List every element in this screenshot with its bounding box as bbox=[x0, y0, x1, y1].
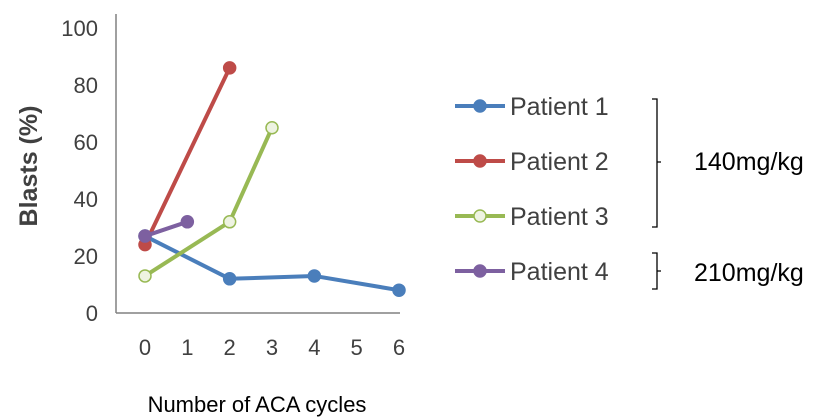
dose-bracket-140 bbox=[652, 98, 661, 228]
data-point-patient-3 bbox=[265, 121, 279, 135]
dose-label-140: 140mg/kg bbox=[694, 148, 804, 176]
legend-label-patient-1: Patient 1 bbox=[510, 93, 609, 121]
y-tick-label: 40 bbox=[74, 187, 98, 212]
legend: Patient 1 Patient 2 Patient 3 Patient 4 bbox=[455, 93, 609, 286]
x-tick-labels: 0 1 2 3 4 5 6 bbox=[139, 335, 405, 360]
y-axis-label: Blasts (%) bbox=[15, 106, 43, 227]
legend-marker-patient-4 bbox=[473, 264, 487, 278]
y-tick-labels: 0 20 40 60 80 100 bbox=[61, 16, 98, 326]
x-tick-label: 3 bbox=[266, 335, 278, 360]
x-tick-label: 5 bbox=[351, 335, 363, 360]
data-point-patient-2 bbox=[222, 61, 237, 75]
data-point-patient-3 bbox=[138, 269, 152, 283]
legend-marker-patient-3 bbox=[473, 209, 487, 223]
x-tick-label: 6 bbox=[393, 335, 405, 360]
x-tick-label: 2 bbox=[224, 335, 236, 360]
axes bbox=[115, 14, 400, 314]
data-point-patient-1 bbox=[392, 283, 406, 297]
legend-label-patient-3: Patient 3 bbox=[510, 203, 609, 231]
series-line-patient-1 bbox=[143, 234, 401, 293]
x-tick-label: 1 bbox=[181, 335, 193, 360]
data-point-patient-1 bbox=[222, 272, 237, 286]
series-line-patient-4 bbox=[143, 219, 190, 239]
x-tick-label: 4 bbox=[308, 335, 320, 360]
legend-label-patient-4: Patient 4 bbox=[510, 258, 609, 286]
y-tick-label: 0 bbox=[86, 301, 98, 326]
x-axis-label: Number of ACA cycles bbox=[148, 392, 367, 417]
x-tick-label: 0 bbox=[139, 335, 151, 360]
legend-marker-patient-2 bbox=[473, 154, 487, 168]
dose-label-210: 210mg/kg bbox=[694, 259, 804, 287]
series-line-patient-2 bbox=[143, 65, 232, 247]
y-tick-label: 60 bbox=[74, 130, 98, 155]
dose-bracket-210 bbox=[652, 252, 661, 290]
data-point-patient-4 bbox=[138, 229, 152, 243]
legend-label-patient-2: Patient 2 bbox=[510, 148, 609, 176]
legend-marker-patient-1 bbox=[473, 99, 487, 113]
y-tick-label: 100 bbox=[61, 16, 98, 41]
data-point-patient-4 bbox=[180, 215, 195, 229]
data-point-patient-3 bbox=[222, 215, 237, 229]
y-tick-label: 80 bbox=[74, 73, 98, 98]
dose-brackets bbox=[652, 98, 661, 290]
y-tick-label: 20 bbox=[74, 244, 98, 269]
series-lines bbox=[138, 61, 406, 297]
data-point-patient-1 bbox=[307, 269, 322, 283]
